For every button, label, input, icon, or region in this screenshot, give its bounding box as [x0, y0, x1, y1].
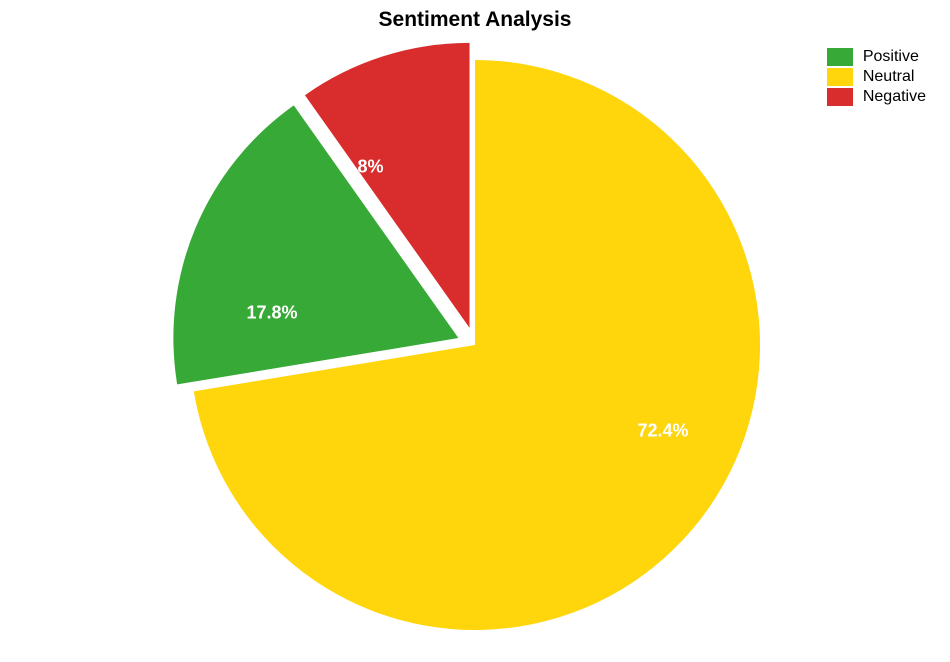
- legend-swatch-neutral: [827, 68, 853, 86]
- legend-label-positive: Positive: [863, 48, 919, 66]
- legend-item-negative: Negative: [827, 88, 926, 106]
- slice-label-neutral: 72.4%: [637, 421, 688, 442]
- legend-item-positive: Positive: [827, 48, 926, 66]
- slice-label-negative: 9.8%: [342, 157, 383, 178]
- legend-swatch-negative: [827, 88, 853, 106]
- legend-label-neutral: Neutral: [863, 68, 915, 86]
- slice-label-positive: 17.8%: [246, 303, 297, 324]
- legend-label-negative: Negative: [863, 88, 926, 106]
- legend-item-neutral: Neutral: [827, 68, 926, 86]
- legend-swatch-positive: [827, 48, 853, 66]
- legend: Positive Neutral Negative: [827, 48, 926, 108]
- pie-chart: [0, 0, 950, 662]
